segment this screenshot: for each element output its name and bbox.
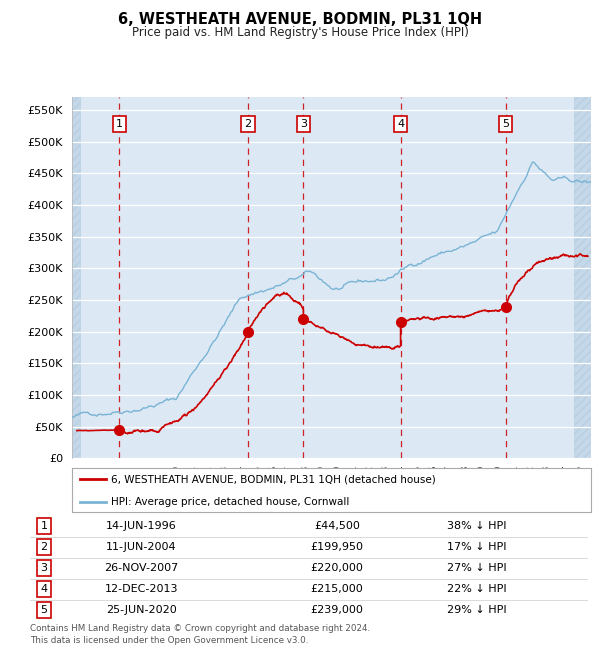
Text: 14-JUN-1996: 14-JUN-1996: [106, 521, 177, 531]
Text: 1: 1: [40, 521, 47, 531]
Text: HPI: Average price, detached house, Cornwall: HPI: Average price, detached house, Corn…: [111, 497, 349, 508]
Text: 12-DEC-2013: 12-DEC-2013: [105, 584, 178, 594]
Text: 27% ↓ HPI: 27% ↓ HPI: [446, 563, 506, 573]
Text: 6, WESTHEATH AVENUE, BODMIN, PL31 1QH (detached house): 6, WESTHEATH AVENUE, BODMIN, PL31 1QH (d…: [111, 474, 436, 484]
Text: £239,000: £239,000: [310, 605, 364, 615]
Text: £215,000: £215,000: [311, 584, 363, 594]
Text: £44,500: £44,500: [314, 521, 360, 531]
Text: 6, WESTHEATH AVENUE, BODMIN, PL31 1QH: 6, WESTHEATH AVENUE, BODMIN, PL31 1QH: [118, 12, 482, 27]
Text: 3: 3: [300, 119, 307, 129]
Text: 29% ↓ HPI: 29% ↓ HPI: [446, 605, 506, 615]
Text: £220,000: £220,000: [310, 563, 364, 573]
Text: 3: 3: [40, 563, 47, 573]
Text: 22% ↓ HPI: 22% ↓ HPI: [446, 584, 506, 594]
Text: 25-JUN-2020: 25-JUN-2020: [106, 605, 177, 615]
Text: 5: 5: [40, 605, 47, 615]
Text: Price paid vs. HM Land Registry's House Price Index (HPI): Price paid vs. HM Land Registry's House …: [131, 26, 469, 39]
Text: 2: 2: [244, 119, 251, 129]
Text: 2: 2: [40, 542, 47, 552]
Text: £199,950: £199,950: [310, 542, 364, 552]
Text: 4: 4: [40, 584, 47, 594]
Text: 4: 4: [397, 119, 404, 129]
Text: 26-NOV-2007: 26-NOV-2007: [104, 563, 179, 573]
Text: 11-JUN-2004: 11-JUN-2004: [106, 542, 177, 552]
Text: Contains HM Land Registry data © Crown copyright and database right 2024.
This d: Contains HM Land Registry data © Crown c…: [30, 624, 370, 645]
Text: 5: 5: [502, 119, 509, 129]
Text: 1: 1: [116, 119, 123, 129]
Text: 17% ↓ HPI: 17% ↓ HPI: [446, 542, 506, 552]
Text: 38% ↓ HPI: 38% ↓ HPI: [446, 521, 506, 531]
